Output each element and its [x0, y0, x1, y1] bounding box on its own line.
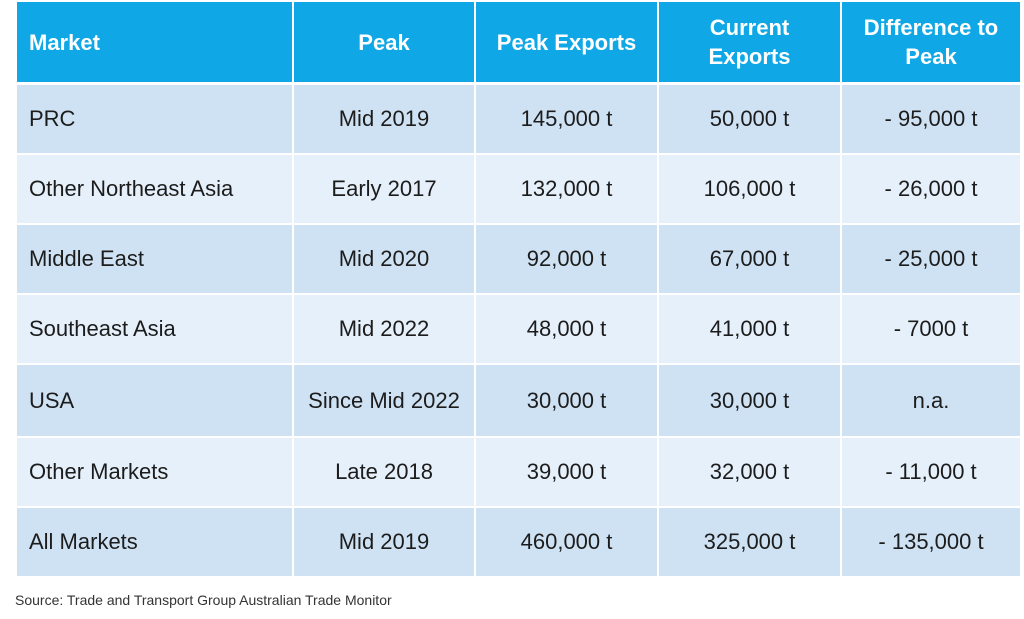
- table-cell-current-exports: 50,000 t: [657, 83, 842, 155]
- table-cell-difference-to-peak: - 26,000 t: [840, 153, 1022, 225]
- table-cell-current-exports: 325,000 t: [657, 506, 842, 578]
- table-row: USA Since Mid 2022 30,000 t 30,000 t n.a.: [15, 363, 1022, 438]
- table-cell-peak-exports: 460,000 t: [474, 506, 659, 578]
- table-cell-peak: Since Mid 2022: [292, 363, 476, 438]
- table-row: Other Markets Late 2018 39,000 t 32,000 t- …: [15, 436, 1022, 508]
- table-header-row: Market Peak Peak Exports Current Exports…: [15, 2, 1022, 85]
- table-cell-current-exports: 41,000 t: [657, 293, 842, 365]
- table-cell-market: USA: [15, 363, 294, 438]
- table-cell-peak: Early 2017: [292, 153, 476, 225]
- table-cell-market: Other Northeast Asia: [15, 153, 294, 225]
- table-row: PRC Mid 2019 145,000 t 50,000 t- 95,000 t: [15, 83, 1022, 155]
- table-cell-difference-to-peak: - 25,000 t: [840, 223, 1022, 295]
- table-cell-difference-to-peak: n.a.: [840, 363, 1022, 438]
- exports-table: Market Peak Peak Exports Current Exports…: [15, 2, 1022, 578]
- source-note: Source: Trade and Transport Group Austra…: [15, 592, 392, 608]
- table-cell-peak-exports: 30,000 t: [474, 363, 659, 438]
- table-cell-peak: Late 2018: [292, 436, 476, 508]
- table-cell-difference-to-peak: - 11,000 t: [840, 436, 1022, 508]
- table-cell-peak-exports: 39,000 t: [474, 436, 659, 508]
- table-cell-difference-to-peak: - 7000 t: [840, 293, 1022, 365]
- table-cell-peak-exports: 145,000 t: [474, 83, 659, 155]
- column-header-market: Market: [15, 2, 294, 85]
- table-body: PRC Mid 2019 145,000 t 50,000 t- 95,000 t Ot…: [15, 83, 1022, 578]
- table-cell-current-exports: 67,000 t: [657, 223, 842, 295]
- column-header-difference-to-peak: Difference to Peak: [840, 2, 1022, 85]
- table-cell-current-exports: 30,000 t: [657, 363, 842, 438]
- table-cell-peak: Mid 2019: [292, 83, 476, 155]
- table-cell-peak: Mid 2020: [292, 223, 476, 295]
- table-cell-difference-to-peak: - 135,000 t: [840, 506, 1022, 578]
- table-row: Southeast Asia Mid 2022 48,000 t 41,000 t- …: [15, 293, 1022, 365]
- table-cell-difference-to-peak: - 95,000 t: [840, 83, 1022, 155]
- column-header-peak-exports: Peak Exports: [474, 2, 659, 85]
- table-row: All Markets Mid 2019 460,000 t 325,000 t- 1…: [15, 506, 1022, 578]
- table-cell-current-exports: 106,000 t: [657, 153, 842, 225]
- table-cell-market: Other Markets: [15, 436, 294, 508]
- table-cell-market: Middle East: [15, 223, 294, 295]
- table-row: Middle East Mid 2020 92,000 t 67,000 t- 25,…: [15, 223, 1022, 295]
- table-cell-peak: Mid 2019: [292, 506, 476, 578]
- table-cell-market: PRC: [15, 83, 294, 155]
- column-header-peak: Peak: [292, 2, 476, 85]
- table-cell-peak-exports: 92,000 t: [474, 223, 659, 295]
- table-cell-peak-exports: 48,000 t: [474, 293, 659, 365]
- table-cell-market: All Markets: [15, 506, 294, 578]
- table-cell-current-exports: 32,000 t: [657, 436, 842, 508]
- table-cell-peak-exports: 132,000 t: [474, 153, 659, 225]
- table-cell-market: Southeast Asia: [15, 293, 294, 365]
- column-header-current-exports: Current Exports: [657, 2, 842, 85]
- table-cell-peak: Mid 2022: [292, 293, 476, 365]
